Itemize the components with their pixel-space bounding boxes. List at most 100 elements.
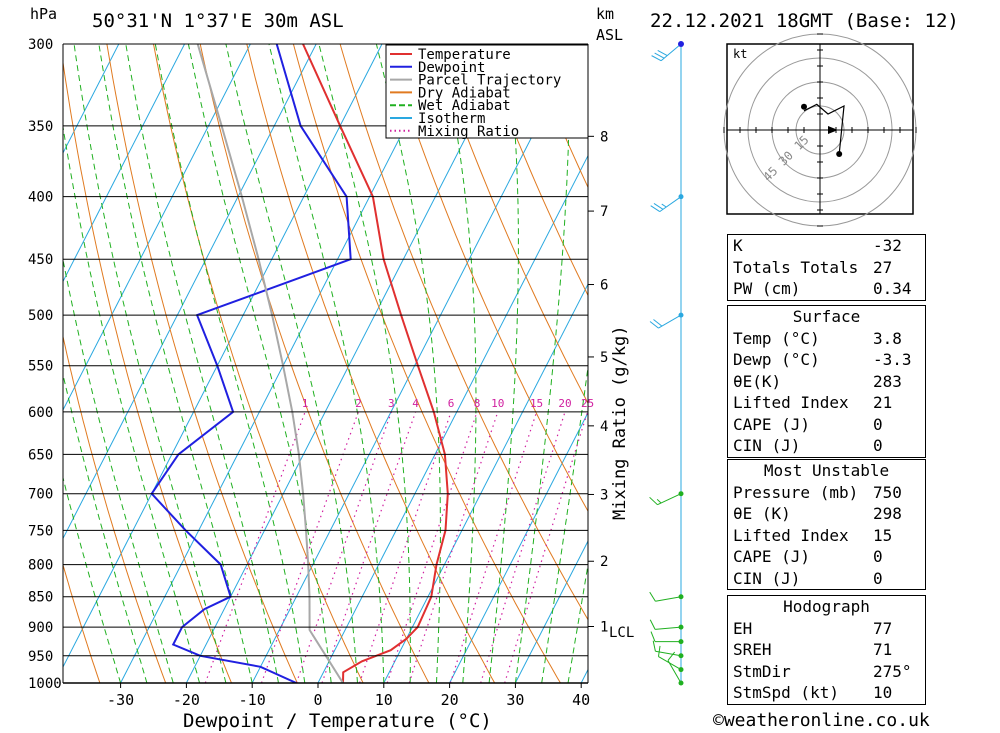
table-title: Hodograph: [783, 597, 870, 616]
height-tick-label: 8: [600, 129, 608, 145]
table-row: Totals Totals 27: [728, 257, 925, 279]
height-asl-label: ASL: [596, 26, 624, 44]
index-value: -3.3: [873, 350, 912, 369]
table-row: CAPE (J) 0: [728, 546, 925, 568]
dry-adiabat: [63, 563, 101, 683]
mixing-ratio-label: 10: [491, 397, 504, 410]
mixing-ratio-label: 6: [448, 397, 455, 410]
table-row: StmDir 275°: [728, 661, 925, 683]
wind-barb-flag: [652, 640, 656, 652]
index-value: 15: [873, 525, 893, 545]
mixing-ratio-line: [260, 411, 359, 683]
dry-adiabat: [153, 44, 364, 683]
wet-adiabat: [318, 44, 411, 683]
pressure-tick-label: 550: [28, 359, 53, 375]
height-tick-label: 3: [600, 487, 608, 503]
pressure-tick-label: 400: [28, 190, 53, 206]
index-value: 27: [873, 257, 893, 277]
index-value: 3.8: [873, 328, 902, 348]
wind-barb-flag: [649, 496, 658, 506]
index-label: θE(K): [733, 371, 782, 391]
wet-adiabat: [488, 44, 519, 683]
index-label: CIN (J): [733, 436, 801, 455]
pressure-tick-label: 600: [28, 405, 53, 421]
series-line-parcel-trajectory: [196, 44, 344, 683]
wind-barb-flag: [657, 645, 661, 657]
isotherm: [317, 154, 588, 683]
dry-adiabat: [292, 44, 561, 683]
wet-adiabat: [567, 561, 588, 683]
legend-box: [385, 44, 589, 139]
series-line-temperature: [302, 44, 449, 683]
isotherm: [120, 44, 449, 683]
isotherm: [514, 540, 588, 683]
index-label: Lifted Index: [733, 393, 849, 412]
wet-adiabat: [63, 475, 122, 683]
table-row: K -32: [728, 235, 925, 257]
index-label: PW (cm): [733, 279, 801, 298]
table-row: PW (cm) 0.34: [728, 278, 925, 300]
index-value: -32: [873, 236, 902, 255]
index-label: Pressure (mb): [733, 482, 859, 502]
most-unstable-table: Most Unstable Pressure (mb) 750 θE (K) 298 Li…: [727, 459, 926, 590]
index-value: 0: [873, 568, 883, 588]
wet-adiabat: [225, 44, 358, 683]
mixing-ratio-label: 3: [388, 397, 395, 410]
wind-barb-flag: [651, 55, 662, 62]
general-indices-table: K -32 Totals Totals 27 PW (cm) 0.34: [727, 234, 926, 301]
height-tick-label: 1: [600, 619, 608, 635]
index-label: Totals Totals: [733, 257, 859, 277]
pressure-tick-label: 800: [28, 558, 53, 574]
wet-adiabat: [440, 44, 477, 683]
isotherm: [383, 283, 588, 683]
table-row: Pressure (mb) 750: [728, 482, 925, 504]
table-row: CAPE (J) 0: [728, 414, 925, 436]
dry-adiabat: [199, 44, 430, 683]
pressure-tick-label: 900: [28, 620, 53, 636]
table-title: Most Unstable: [763, 461, 890, 480]
wind-barb-flag: [653, 202, 664, 210]
mixing-ratio-line: [321, 411, 417, 683]
x-tick-label: 0: [313, 691, 322, 709]
index-value: 750: [873, 482, 902, 502]
wind-barb-shaft: [655, 626, 682, 630]
height-tick-label: 7: [600, 204, 608, 220]
table-row: θE(K) 283: [728, 371, 925, 393]
datetime-title: 22.12.2021 18GMT (Base: 12): [650, 10, 959, 32]
height-tick-label: 2: [600, 554, 608, 570]
index-value: 77: [873, 618, 893, 638]
index-label: CIN (J): [733, 568, 801, 588]
table-row: Dewp (°C) -3.3: [728, 349, 925, 371]
wind-barb-flag: [649, 619, 656, 630]
isotherm: [251, 44, 580, 683]
legend-entry: Parcel Trajectory: [418, 73, 561, 89]
index-value: 71: [873, 640, 893, 659]
wind-barb-flag: [657, 50, 668, 57]
index-label: Dewp (°C): [733, 350, 820, 369]
index-label: StmDir: [733, 661, 791, 681]
pressure-tick-label: 1000: [28, 676, 62, 692]
index-value: 0: [873, 547, 883, 566]
table-title: Surface: [792, 307, 861, 326]
table-row: CIN (J) 0: [728, 568, 925, 590]
x-axis-label: Dewpoint / Temperature (°C): [183, 710, 492, 732]
table-row: SREH 71: [728, 639, 925, 661]
wind-barb-flag: [654, 52, 665, 59]
copyright-text: ©weatheronline.co.uk: [713, 710, 930, 731]
legend-entry: Dry Adiabat: [418, 85, 511, 101]
index-label: θE (K): [733, 504, 791, 523]
index-value: 0: [873, 436, 883, 455]
height-tick-label: 4: [600, 419, 608, 435]
pressure-unit-label: hPa: [30, 5, 58, 23]
index-value: 0: [873, 414, 883, 434]
wet-adiabat: [98, 44, 253, 683]
x-tick-label: 40: [572, 691, 590, 709]
pressure-tick-label: 700: [28, 487, 53, 503]
index-value: 10: [873, 683, 893, 702]
wet-adiabat: [268, 44, 385, 683]
x-tick-label: 20: [441, 691, 459, 709]
index-value: 0.34: [873, 279, 912, 298]
table-row: Lifted Index 15: [728, 525, 925, 547]
